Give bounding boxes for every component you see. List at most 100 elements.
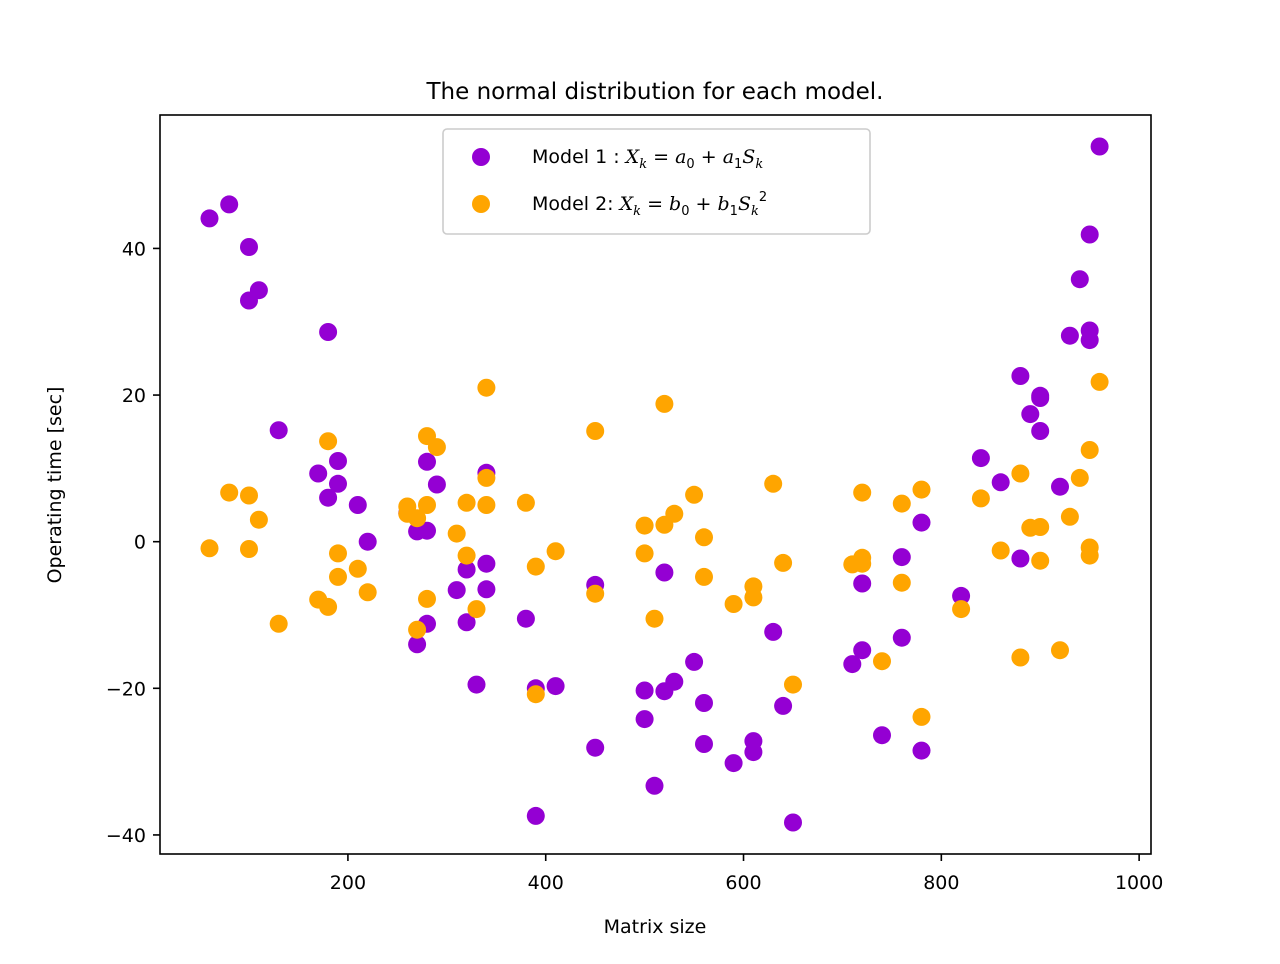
point-model-2-67 [1051, 641, 1069, 660]
x-tick-label-400: 400 [528, 872, 564, 894]
point-model-2-57 [912, 480, 931, 499]
point-model-2-51 [853, 483, 872, 502]
point-model-2-23 [457, 493, 476, 512]
point-model-2-13 [358, 583, 377, 602]
point-model-2-41 [685, 485, 704, 504]
point-model-1-37 [655, 563, 674, 582]
point-model-1-46 [764, 622, 783, 641]
point-model-1-16 [408, 635, 427, 654]
point-model-2-62 [1011, 464, 1030, 483]
y-tick-label-4: 40 [122, 238, 146, 260]
point-model-1-10 [329, 452, 347, 470]
point-model-2-65 [1031, 518, 1050, 536]
point-model-1-67 [1060, 326, 1079, 345]
point-model-2-11 [329, 567, 347, 586]
y-axis-label: Operating time [sec] [44, 387, 66, 584]
point-model-1-60 [1011, 367, 1030, 385]
point-model-2-30 [526, 557, 545, 576]
point-model-1-50 [853, 574, 872, 593]
point-model-2-53 [853, 554, 872, 573]
point-model-2-49 [784, 675, 802, 694]
point-model-1-64 [1031, 422, 1050, 440]
point-model-1-1 [200, 209, 219, 228]
x-axis-ticks: 200 400 600 800 1000 [330, 854, 1163, 894]
point-model-2-28 [477, 496, 496, 514]
point-model-2-10 [329, 544, 347, 563]
point-model-1-24 [467, 675, 486, 694]
point-model-1-51 [853, 641, 872, 660]
point-model-1-27 [477, 580, 496, 599]
point-model-1-30 [526, 806, 545, 825]
point-model-1-48 [784, 813, 802, 832]
point-model-1-52 [873, 726, 891, 745]
point-model-2-36 [635, 544, 654, 563]
point-model-2-16 [408, 509, 427, 528]
point-model-2-8 [319, 432, 338, 451]
point-model-2-32 [546, 542, 565, 561]
point-model-1-36 [645, 776, 664, 795]
point-model-1-54 [892, 628, 911, 647]
point-model-2-22 [447, 524, 466, 543]
point-model-2-69 [1070, 468, 1089, 487]
point-model-2-47 [764, 474, 783, 493]
point-model-2-68 [1060, 507, 1079, 526]
point-model-2-46 [744, 588, 763, 607]
point-model-2-17 [408, 620, 427, 639]
legend: Model 1 : Xk = a0 + a1Sk Model 2: Xk = b… [442, 128, 871, 235]
legend-marker-model-1 [472, 148, 490, 166]
point-model-1-53 [892, 548, 911, 567]
point-model-2-33 [586, 422, 605, 440]
point-model-1-8 [319, 323, 338, 341]
point-model-1-58 [971, 449, 990, 468]
x-tick-label-1000: 1000 [1115, 872, 1163, 894]
point-model-1-39 [665, 672, 684, 691]
point-model-1-43 [724, 754, 743, 773]
point-model-1-68 [1070, 270, 1089, 289]
point-model-1-18 [418, 452, 436, 471]
x-tick-label-800: 800 [923, 872, 959, 894]
x-tick-label-200: 200 [330, 872, 366, 894]
point-model-1-12 [348, 496, 367, 514]
point-model-2-20 [418, 589, 436, 608]
x-tick-label-600: 600 [725, 872, 761, 894]
point-model-1-7 [309, 464, 328, 483]
point-model-2-24 [457, 546, 476, 565]
point-model-2-29 [516, 493, 535, 512]
point-model-1-11 [329, 474, 347, 493]
data-points [200, 137, 1109, 832]
point-model-2-72 [1080, 546, 1099, 565]
point-model-1-57 [952, 586, 971, 605]
point-model-2-1 [200, 539, 219, 558]
point-model-2-59 [952, 600, 971, 619]
point-model-2-2 [220, 483, 239, 502]
legend-item-model-1: Model 1 : Xk = a0 + a1Sk [472, 146, 763, 172]
point-model-2-70 [1080, 441, 1099, 459]
point-model-2-26 [477, 378, 496, 397]
point-model-2-34 [586, 584, 605, 603]
point-model-2-5 [249, 510, 268, 529]
legend-box [442, 128, 871, 235]
point-model-2-4 [240, 540, 258, 558]
point-model-1-20 [427, 475, 446, 494]
point-model-2-43 [695, 567, 713, 586]
point-model-1-28 [516, 609, 535, 628]
point-model-2-48 [774, 553, 793, 572]
point-model-2-55 [892, 494, 911, 513]
y-tick-label-0: −40 [106, 825, 146, 847]
point-model-1-47 [774, 696, 793, 715]
legend-item-model-2: Model 2: Xk = b0 + b1Sk2 [472, 190, 767, 219]
point-model-1-69 [1080, 225, 1099, 244]
point-model-2-19 [418, 496, 436, 514]
point-model-2-40 [665, 504, 684, 523]
point-model-1-34 [635, 681, 654, 700]
point-model-1-22 [457, 560, 476, 579]
point-model-1-13 [358, 532, 377, 551]
legend-marker-model-2 [472, 195, 490, 213]
point-model-2-38 [655, 394, 674, 413]
point-model-2-44 [724, 595, 743, 613]
point-model-2-60 [971, 489, 990, 508]
point-model-1-31 [546, 677, 565, 696]
y-tick-label-2: 0 [134, 532, 146, 554]
point-model-1-23 [457, 613, 476, 632]
